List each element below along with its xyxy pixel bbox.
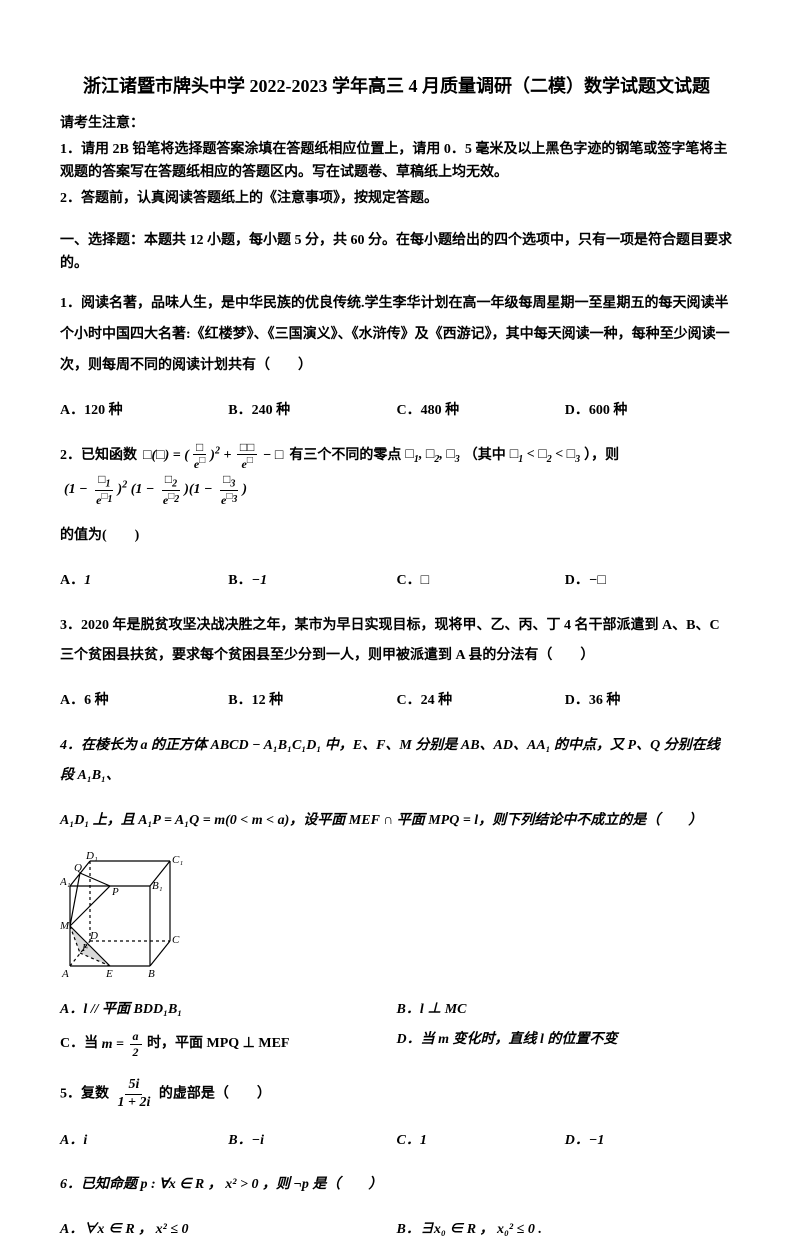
q3-option-d: D．36 种: [565, 686, 733, 716]
q5-option-a: A．i: [60, 1126, 228, 1156]
q6-option-a: A．∀x ∈ R ， x² ≤ 0: [60, 1215, 397, 1245]
label-A: A: [61, 968, 69, 980]
label-E: E: [105, 968, 113, 980]
label-D1: D₁: [85, 851, 98, 862]
label-M: M: [60, 920, 70, 932]
q4c-prefix: C．当: [60, 1037, 98, 1052]
question-5-text: 5．复数 5i 1 + 2i 的虚部是（ ）: [60, 1077, 733, 1112]
q5-option-d: D．−1: [565, 1126, 733, 1156]
q5-prefix: 5．复数: [60, 1087, 109, 1102]
q5-option-c: C．1: [397, 1126, 565, 1156]
q3-option-c: C．24 种: [397, 686, 565, 716]
label-A1: A₁: [60, 876, 71, 888]
q4c-mid: 时，平面 MPQ ⊥ MEF: [147, 1037, 289, 1052]
label-D: D: [89, 930, 98, 942]
q1-option-a: A．120 种: [60, 396, 228, 426]
exam-title: 浙江诸暨市牌头中学 2022-2023 学年高三 4 月质量调研（二模）数学试题…: [60, 72, 733, 101]
label-B: B: [148, 968, 155, 980]
q2-prefix: 2．已知函数: [60, 442, 137, 470]
instructions-heading: 请考生注意：: [60, 113, 733, 135]
instructions-line1: 1．请用 2B 铅笔将选择题答案涂填在答题纸相应位置上，请用 0．5 毫米及以上…: [60, 139, 733, 184]
q2-mid3: ），则: [584, 442, 619, 470]
q5-suffix: 的虚部是（ ）: [159, 1087, 271, 1102]
label-B1: B₁: [152, 880, 163, 892]
label-Q: Q: [74, 862, 82, 874]
q4-option-c: C．当 m = a2 时，平面 MPQ ⊥ MEF: [60, 1025, 397, 1063]
question-3-options: A．6 种 B．12 种 C．24 种 D．36 种: [60, 686, 733, 716]
label-P: P: [111, 886, 119, 898]
q3-option-a: A．6 种: [60, 686, 228, 716]
question-4-text-1: 4．在棱长为 a 的正方体 ABCD − A₁B₁C₁D₁ 中，E、F、M 分别…: [60, 731, 733, 793]
q2-mid2: （其中: [464, 442, 506, 470]
q6-option-b: B．∃x₀ ∈ R ， x₀² ≤ 0 .: [397, 1215, 734, 1245]
q4-option-a: A．l // 平面 BDD₁B₁: [60, 995, 397, 1025]
q2-order: □1 < □2 < □3: [510, 441, 580, 470]
question-1-options: A．120 种 B．240 种 C．480 种 D．600 种: [60, 396, 733, 426]
q5-option-b: B．−i: [228, 1126, 396, 1156]
question-6-text: 6．已知命题 p : ∀x ∈ R ， x² > 0 ，则 ¬p 是（ ）: [60, 1170, 733, 1201]
q4-line1: 4．在棱长为 a 的正方体 ABCD − A₁B₁C₁D₁ 中，E、F、M 分别…: [60, 738, 720, 784]
q1-option-d: D．600 种: [565, 396, 733, 426]
question-4-options: A．l // 平面 BDD₁B₁ B．l ⊥ MC C．当 m = a2 时，平…: [60, 995, 733, 1063]
q1-option-c: C．480 种: [397, 396, 565, 426]
q2-product: (1 − □1e□1)2 (1 − □2e□2)(1 − □3e□3): [64, 472, 247, 508]
q4-line2: A₁D₁ 上，且 A₁P = A₁Q = m(0 < m < a)，设平面 ME…: [60, 813, 702, 828]
section-1-header: 一、选择题：本题共 12 小题，每小题 5 分，共 60 分。在每小题给出的四个…: [60, 230, 733, 275]
q3-option-b: B．12 种: [228, 686, 396, 716]
q2-option-b: B．−1: [228, 566, 396, 596]
q4-option-d: D．当 m 变化时，直线 l 的位置不变: [397, 1025, 734, 1063]
instructions-line2: 2．答题前，认真阅读答题纸上的《注意事项》，按规定答题。: [60, 188, 733, 210]
q2-option-d: D．−□: [565, 566, 733, 596]
question-5-options: A．i B．−i C．1 D．−1: [60, 1126, 733, 1156]
label-F: F: [81, 942, 89, 954]
q2-option-a: A．1: [60, 566, 228, 596]
q4-cube-figure: D₁ C₁ A₁ B₁ Q P M F D C A E B: [60, 851, 733, 981]
question-3-text: 3．2020 年是脱贫攻坚决战决胜之年，某市为早日实现目标，现将甲、乙、丙、丁 …: [60, 611, 733, 673]
label-C1: C₁: [172, 854, 183, 866]
q2-mid1: 有三个不同的零点: [289, 442, 401, 470]
question-2-text: 2．已知函数 □(□) = (□e□)2 + □□e□ − □ 有三个不同的零点…: [60, 440, 733, 508]
q1-option-b: B．240 种: [228, 396, 396, 426]
q4c-fraction: m = a2: [102, 1037, 147, 1052]
q5-fraction: 5i 1 + 2i: [115, 1077, 154, 1112]
q2-option-c: C．□: [397, 566, 565, 596]
label-C: C: [172, 934, 180, 946]
question-4-text-2: A₁D₁ 上，且 A₁P = A₁Q = m(0 < m < a)，设平面 ME…: [60, 806, 733, 837]
q2-tail: 的值为( ): [60, 521, 733, 552]
q4-option-b: B．l ⊥ MC: [397, 995, 734, 1025]
question-2-options: A．1 B．−1 C．□ D．−□: [60, 566, 733, 596]
q2-formula-1: □(□) = (□e□)2 + □□e□ − □: [143, 440, 283, 472]
q2-zeros: □1, □2, □3: [405, 441, 459, 470]
question-6-options: A．∀x ∈ R ， x² ≤ 0 B．∃x₀ ∈ R ， x₀² ≤ 0 .: [60, 1215, 733, 1245]
question-1-text: 1．阅读名著，品味人生，是中华民族的优良传统.学生李华计划在高一年级每周星期一至…: [60, 289, 733, 381]
